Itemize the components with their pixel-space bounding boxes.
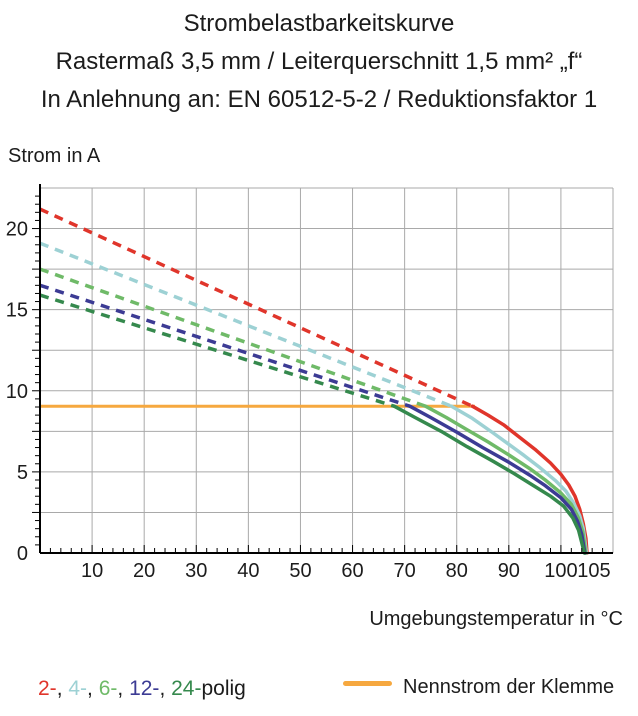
legend-pole-counts: 2-, 4-, 6-, 12-, 24-polig: [38, 677, 246, 701]
legend-pole-4polig: 4-: [68, 677, 88, 700]
legend-pole-separator: ,: [87, 677, 99, 700]
legend-pole-12polig: 12-: [129, 677, 160, 700]
series-solid-6-polig: [423, 404, 588, 555]
series-dashed-12-polig: [39, 283, 411, 408]
y-tick-label: 20: [6, 219, 28, 241]
legend-pole-separator: ,: [56, 677, 69, 700]
x-tick-label: 10: [81, 560, 103, 582]
legend-pole-separator: ,: [159, 677, 172, 700]
y-tick-label: 15: [6, 300, 28, 322]
series-dashed-24-polig: [39, 293, 395, 408]
x-tick-label: 60: [341, 560, 363, 582]
legend-pole-separator: ,: [117, 677, 130, 700]
legend-pole-6polig: 6-: [98, 677, 118, 700]
x-axis-label: Umgebungstemperatur in °C: [369, 608, 623, 630]
nominal-current-line-swatch: [343, 681, 392, 686]
y-tick-label: 5: [17, 462, 28, 484]
y-tick-label: 0: [17, 543, 28, 565]
chart-title-line-3: In Anlehnung an: EN 60512-5-2 / Reduktio…: [40, 86, 598, 113]
chart-title-line-2: Rastermaß 3,5 mm / Leiterquerschnitt 1,5…: [55, 48, 583, 75]
series-solid-2-polig: [470, 404, 589, 555]
x-tick-label: 100: [544, 560, 577, 582]
series-solid-12-polig: [408, 404, 587, 555]
y-tick-label: 10: [6, 381, 28, 403]
nominal-current-legend-label: Nennstrom der Klemme: [403, 676, 615, 698]
x-tick-label: 40: [237, 560, 259, 582]
x-tick-label: 90: [498, 560, 520, 582]
legend-pole-24polig: 24-: [171, 677, 202, 700]
chart-title-block: Strombelastbarkeitskurve Rastermaß 3,5 m…: [0, 5, 638, 119]
series-dashed-4-polig: [39, 241, 453, 408]
x-tick-label: 50: [289, 560, 311, 582]
series-dashed-6-polig: [39, 267, 427, 408]
series-solid-24-polig: [392, 404, 587, 555]
y-axis-label: Strom in A: [8, 145, 101, 167]
series-solid-4-polig: [449, 404, 589, 555]
x-tick-label: 80: [446, 560, 468, 582]
x-tick-label: 20: [133, 560, 155, 582]
x-tick-label: 105: [577, 560, 610, 582]
legend-pole-2polig: 2-: [38, 677, 57, 700]
legend-pole-separator: polig: [201, 677, 246, 700]
x-tick-label: 30: [185, 560, 207, 582]
chart-title-line-1: Strombelastbarkeitskurve: [183, 10, 455, 37]
x-tick-label: 70: [394, 560, 416, 582]
